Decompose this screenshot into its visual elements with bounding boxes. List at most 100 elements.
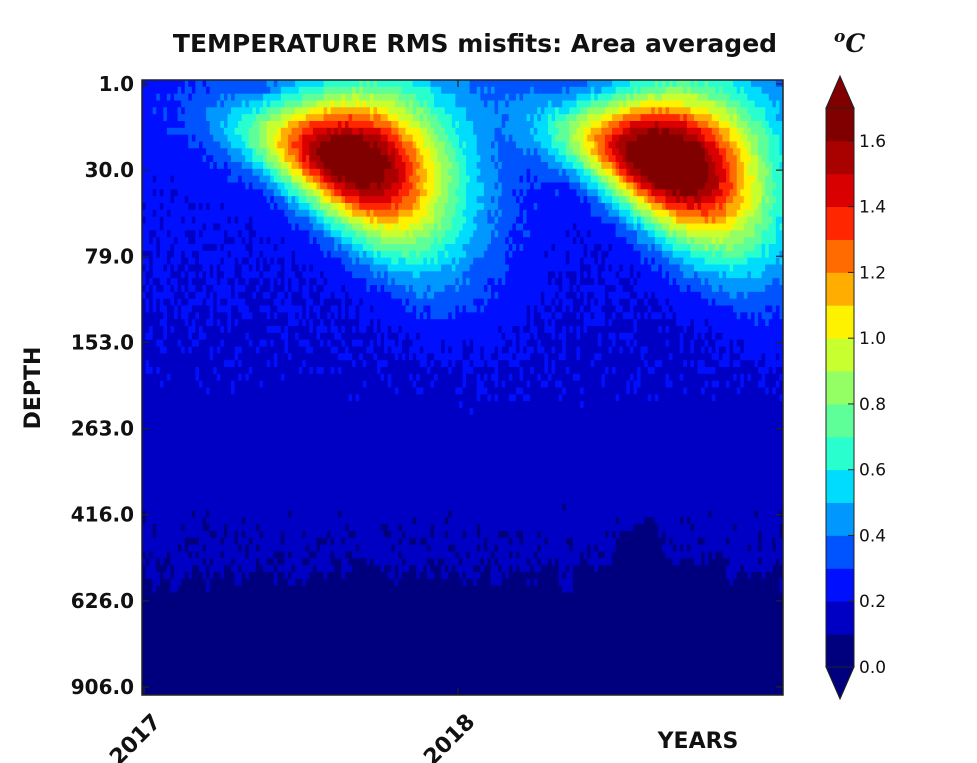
heatmap-cell [241,107,246,115]
heatmap-cell [544,264,549,272]
heatmap-cell [263,189,268,197]
heatmap-cell [718,223,724,231]
heatmap-cell [198,155,204,163]
heatmap-cell [213,196,218,204]
heatmap-cell [654,121,659,129]
heatmap-cell [612,264,617,272]
heatmap-cell [505,230,510,238]
heatmap-cell [366,141,371,149]
heatmap-cell [519,134,524,143]
heatmap-cell [373,100,378,108]
heatmap-cell [366,223,371,231]
heatmap-cell [476,223,481,231]
heatmap-cell [391,148,396,156]
heatmap-cell [441,107,446,115]
heatmap-cell [505,148,510,156]
heatmap-cell [501,86,506,95]
heatmap-cell [295,86,300,95]
heatmap-cell [191,230,197,238]
heatmap-cell [448,121,453,129]
heatmap-cell [750,155,756,163]
heatmap-cell [295,162,300,170]
heatmap-cell [718,107,724,115]
heatmap-cell [526,216,531,225]
heatmap-cell [768,196,773,204]
heatmap-cell [448,100,453,108]
heatmap-cell [480,155,485,163]
heatmap-cell [430,141,435,149]
heatmap-cell [693,168,699,177]
heatmap-cell [537,148,542,156]
heatmap-cell [515,100,521,108]
heatmap-cell [690,148,695,156]
heatmap-cell [647,127,652,136]
heatmap-cell [640,250,645,259]
heatmap-cell [423,237,428,245]
heatmap-cell [320,196,325,204]
heatmap-cell [238,209,243,218]
heatmap-cell [462,127,467,136]
heatmap-cell [483,93,489,102]
heatmap-cell [142,155,147,163]
heatmap-cell [437,257,442,266]
heatmap-cell [391,257,396,266]
heatmap-cell [754,162,759,170]
heatmap-cell [184,244,189,252]
heatmap-cell [156,230,161,238]
heatmap-cell [651,223,656,231]
heatmap-cell [181,196,186,204]
heatmap-cell [266,168,271,177]
heatmap-cell [580,182,585,190]
heatmap-cell [583,237,588,245]
heatmap-cell [288,114,293,122]
heatmap-cell [248,244,253,252]
heatmap-cell [565,237,570,245]
heatmap-cell [558,141,563,149]
heatmap-cell [726,216,731,225]
heatmap-cell [373,80,378,88]
heatmap-cell [572,203,578,211]
heatmap-cell [380,107,385,115]
heatmap-cell [337,114,343,122]
heatmap-cell [683,223,688,231]
heatmap-cell [590,250,595,259]
heatmap-cell [223,216,229,225]
heatmap-cell [330,162,335,170]
heatmap-cell [277,86,282,95]
heatmap-cell [220,86,225,95]
heatmap-cell [498,230,503,238]
heatmap-cell [569,80,574,88]
heatmap-cell [259,127,264,136]
heatmap-cell [729,141,734,149]
heatmap-cell [405,114,410,122]
heatmap-cell [469,196,474,204]
heatmap-cell [309,148,314,156]
heatmap-cell [362,203,367,211]
heatmap-cell [391,209,396,218]
heatmap-cell [426,168,432,177]
heatmap-cell [519,93,524,102]
heatmap-cell [466,237,471,245]
heatmap-cell [241,196,246,204]
heatmap-cell [312,209,318,218]
heatmap-cell [273,237,278,245]
heatmap-cell [612,86,617,95]
heatmap-cell [686,257,692,266]
heatmap-cell [462,264,467,272]
heatmap-cell [519,257,524,266]
heatmap-cell [626,162,631,170]
heatmap-cell [401,216,407,225]
heatmap-cell [206,114,211,122]
heatmap-cell [487,196,492,204]
heatmap-cell [380,182,385,190]
heatmap-cell [377,175,382,184]
heatmap-cell [526,264,531,272]
heatmap-cell [612,168,617,177]
heatmap-cell [740,162,745,170]
heatmap-cell [462,250,467,259]
heatmap-cell [590,189,595,197]
heatmap-cell [726,196,731,204]
heatmap-cell [362,100,367,108]
heatmap-cell [255,250,261,259]
heatmap-cell [604,175,610,184]
